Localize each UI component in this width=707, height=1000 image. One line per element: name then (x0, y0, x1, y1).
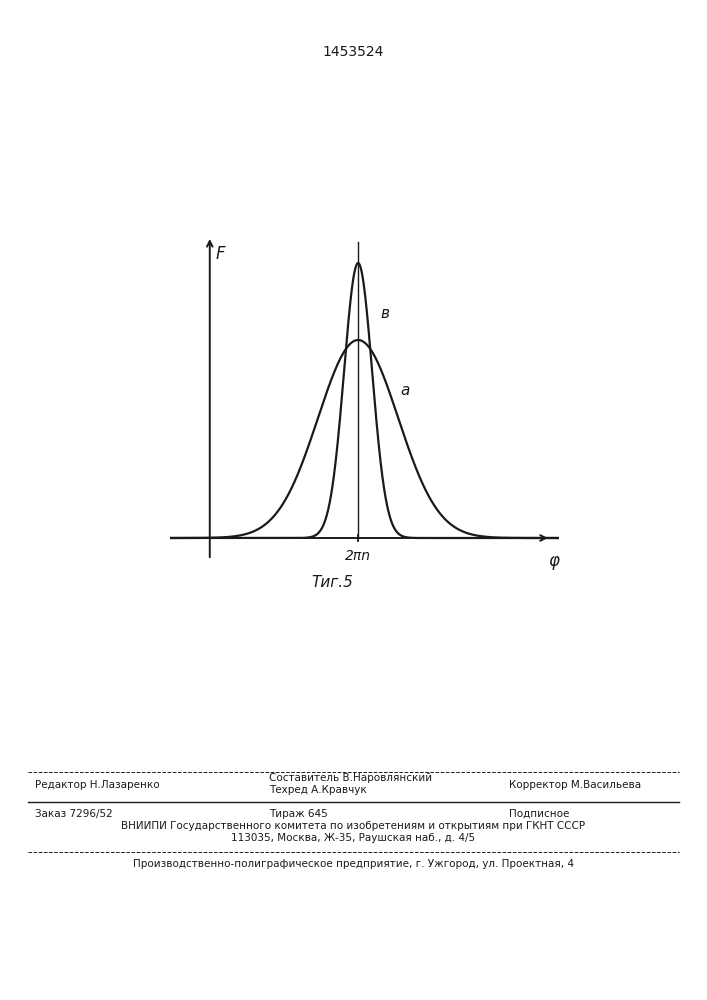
Text: a: a (400, 383, 409, 398)
Text: F: F (216, 245, 226, 263)
Text: φ: φ (548, 552, 559, 570)
Text: Редактор Н.Лазаренко: Редактор Н.Лазаренко (35, 780, 160, 790)
Text: Τиг.5: Τиг.5 (311, 575, 354, 590)
Text: 1453524: 1453524 (323, 45, 384, 59)
Text: Техред А.Кравчук: Техред А.Кравчук (269, 785, 366, 795)
Text: 113035, Москва, Ж-35, Раушская наб., д. 4/5: 113035, Москва, Ж-35, Раушская наб., д. … (231, 833, 476, 843)
Text: 2πn: 2πn (345, 549, 371, 563)
Text: Тираж 645: Тираж 645 (269, 809, 327, 819)
Text: ВНИИПИ Государственного комитета по изобретениям и открытиям при ГКНТ СССР: ВНИИПИ Государственного комитета по изоб… (122, 821, 585, 831)
Text: Подписное: Подписное (509, 809, 569, 819)
Text: Заказ 7296/52: Заказ 7296/52 (35, 809, 113, 819)
Text: Составитель В.Наровлянский: Составитель В.Наровлянский (269, 773, 432, 783)
Text: в: в (380, 306, 389, 321)
Text: Корректор М.Васильева: Корректор М.Васильева (509, 780, 641, 790)
Text: Производственно-полиграфическое предприятие, г. Ужгород, ул. Проектная, 4: Производственно-полиграфическое предприя… (133, 859, 574, 869)
